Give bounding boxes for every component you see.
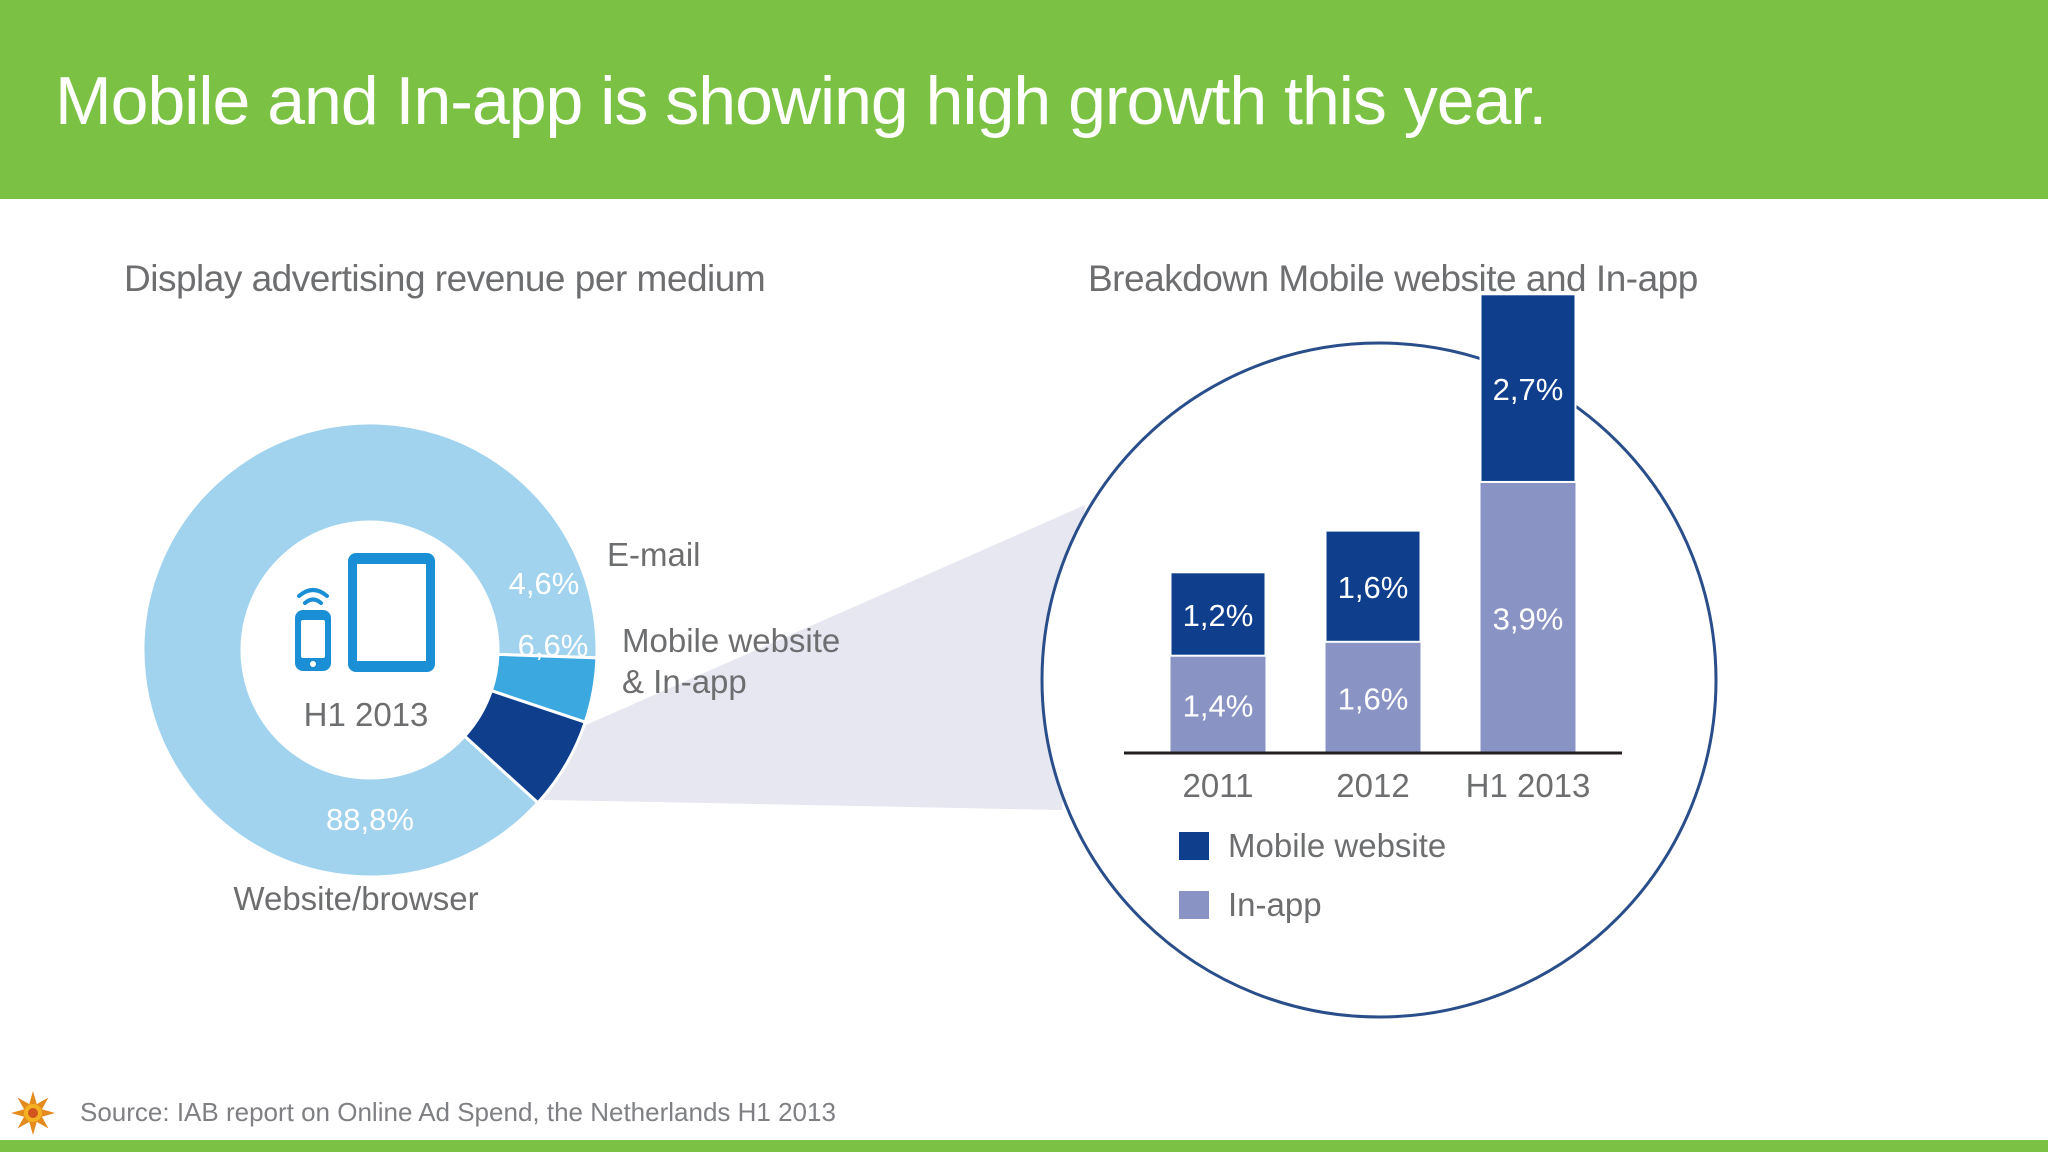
bar-mobile-website (1479, 293, 1577, 483)
slice-name-label: E-mail (607, 536, 701, 573)
footer-bar (0, 1140, 2048, 1152)
legend-swatch (1179, 832, 1209, 860)
slice-value-label: 88,8% (326, 802, 414, 837)
bar-value-label: 2,7% (1493, 372, 1564, 407)
page-title: Mobile and In-app is showing high growth… (55, 63, 1547, 139)
tablet-icon (348, 553, 435, 672)
smartphone-wifi-icon (295, 588, 331, 671)
legend-label: Mobile website (1228, 827, 1446, 864)
x-tick-label: 2012 (1336, 767, 1409, 804)
bar-mobile-website (1324, 529, 1422, 643)
bar-value-label: 1,6% (1338, 681, 1409, 716)
slice-mobile-in-app (462, 688, 588, 805)
bar-chart-title: Breakdown Mobile website and In-app (1088, 258, 1698, 299)
slice-name-label: Website/browser (233, 880, 478, 917)
sun-logo-icon (11, 1091, 55, 1135)
bar-in-app (1325, 641, 1421, 753)
bar-value-label: 1,4% (1183, 688, 1254, 723)
donut-chart-title: Display advertising revenue per medium (124, 258, 766, 299)
slice-name-label: Mobile website (622, 622, 840, 659)
source-note: Source: IAB report on Online Ad Spend, t… (80, 1097, 836, 1127)
bar-value-label: 1,6% (1338, 570, 1409, 605)
legend-label: In-app (1228, 886, 1322, 923)
slice-value-label: 6,6% (518, 628, 589, 663)
donut-center-label: H1 2013 (304, 696, 429, 733)
slice-value-label: 4,6% (509, 566, 580, 601)
bar-value-label: 1,2% (1183, 598, 1254, 633)
legend-swatch (1179, 891, 1209, 919)
x-tick-label: H1 2013 (1466, 767, 1591, 804)
bar-in-app (1480, 481, 1576, 753)
bar-mobile-website (1169, 571, 1267, 657)
slice-name-label: & In-app (622, 663, 747, 700)
zoom-band (540, 505, 1085, 810)
header-bar: Mobile and In-app is showing high growth… (0, 0, 2048, 199)
x-tick-label: 2011 (1183, 767, 1254, 804)
bar-value-label: 3,9% (1493, 601, 1564, 636)
slice-website-browser (141, 421, 599, 879)
bar-in-app (1170, 655, 1266, 753)
